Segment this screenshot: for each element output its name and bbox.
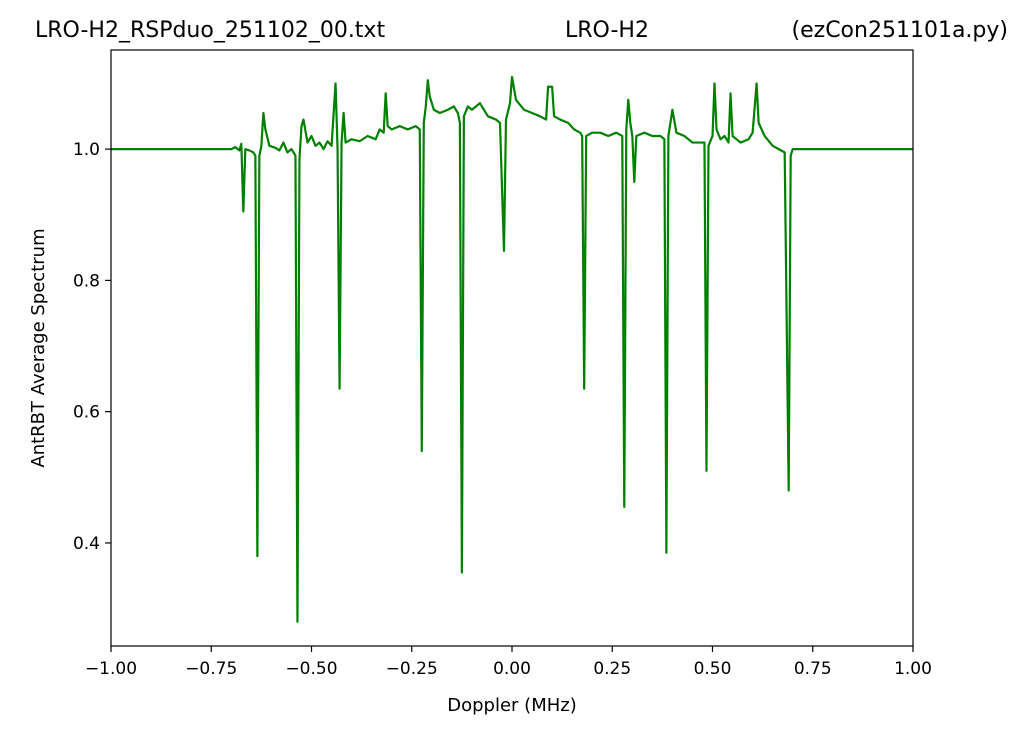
x-tick-label: 0.75 — [794, 659, 832, 679]
x-axis-label: Doppler (MHz) — [447, 695, 576, 716]
chart-title: LRO-H2 — [565, 18, 649, 43]
x-tick-label: −0.25 — [386, 659, 438, 679]
y-axis-label: AntRBT Average Spectrum — [28, 228, 49, 467]
y-tick-label: 0.6 — [73, 403, 100, 423]
x-tick-label: −1.00 — [85, 659, 137, 679]
x-tick-label: 0.00 — [493, 659, 531, 679]
x-tick-label: 0.50 — [694, 659, 732, 679]
plot-frame — [110, 49, 914, 647]
y-tick-label: 1.0 — [73, 140, 100, 160]
y-tick-label: 0.8 — [73, 271, 100, 291]
chart-title-left: LRO-H2_RSPduo_251102_00.txt — [35, 18, 385, 43]
chart-title-right: (ezCon251101a.py) — [792, 18, 1008, 43]
x-tick-label: −0.50 — [285, 659, 337, 679]
x-tick-label: −0.75 — [185, 659, 237, 679]
x-tick-label: 1.00 — [894, 659, 932, 679]
x-tick-label: 0.25 — [593, 659, 631, 679]
y-tick-label: 0.4 — [73, 534, 100, 554]
spectrum-line — [111, 75, 913, 623]
